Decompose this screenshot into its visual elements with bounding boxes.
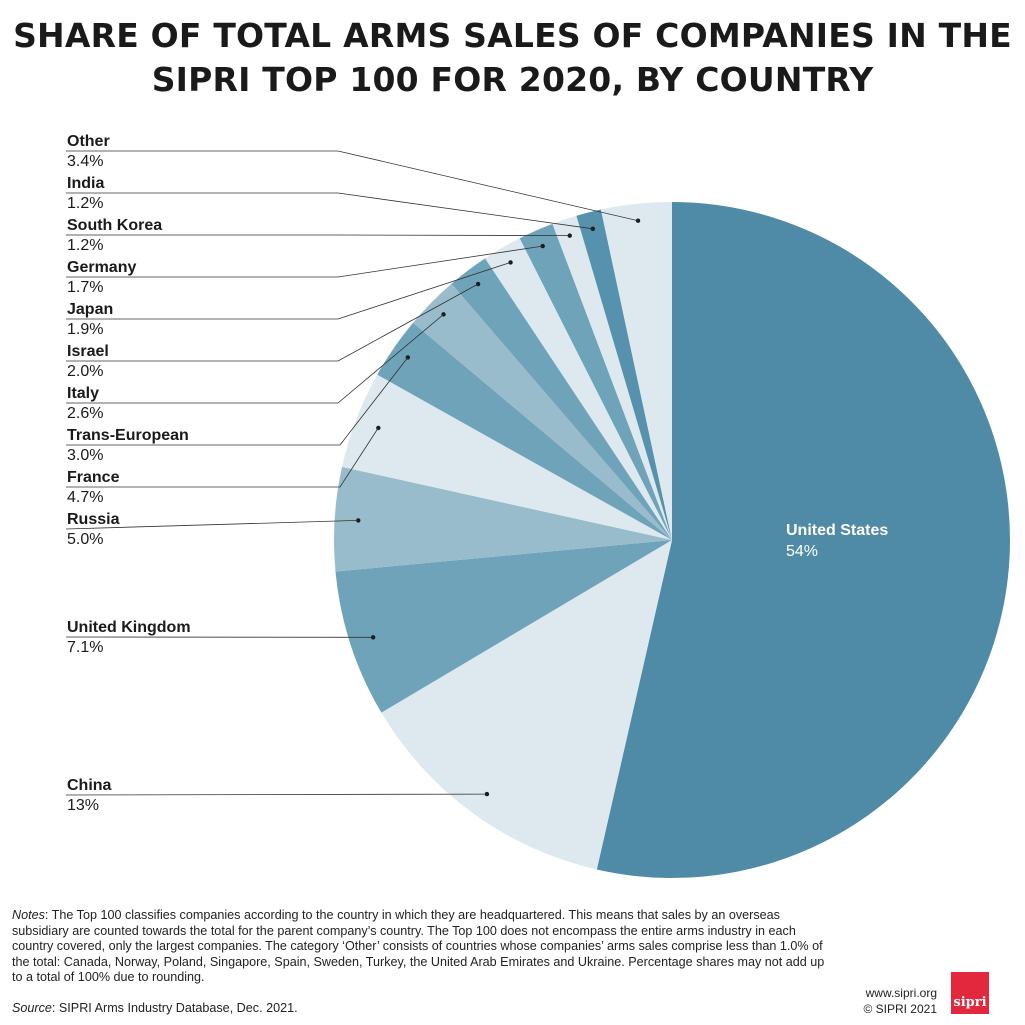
leader-line-israel xyxy=(66,283,479,362)
slice-label-united-states: United States xyxy=(786,522,888,539)
notes-label: Notes xyxy=(12,908,45,922)
chart-source: Source: SIPRI Arms Industry Database, De… xyxy=(12,1001,298,1015)
pie-slice-south-korea xyxy=(552,215,672,541)
leader-dot-south-korea xyxy=(567,233,572,238)
slice-label-china: China xyxy=(67,777,112,794)
pie-slice-india xyxy=(576,209,672,540)
pie-slice-japan xyxy=(485,238,672,540)
slice-value-united-kingdom: 7.1% xyxy=(67,639,103,656)
pie-slice-italy xyxy=(413,283,672,540)
leader-line-trans-european xyxy=(66,357,409,446)
leader-dot-china xyxy=(484,791,490,797)
pie-slice-russia xyxy=(334,466,672,572)
slice-label-israel: Israel xyxy=(67,343,109,360)
chart-notes: Notes: The Top 100 classifies companies … xyxy=(12,908,832,986)
source-text: : SIPRI Arms Industry Database, Dec. 202… xyxy=(51,1001,298,1015)
leader-dot-united-kingdom xyxy=(370,635,376,640)
chart-title: SHARE OF TOTAL ARMS SALES OF COMPANIES I… xyxy=(0,14,1025,102)
pie-slice-china xyxy=(381,540,672,870)
copyright-text: © SIPRI 2021 xyxy=(863,1002,937,1016)
pie-slice-trans-european xyxy=(377,322,672,540)
slice-label-trans-european: Trans-European xyxy=(67,427,189,444)
leader-line-japan xyxy=(66,262,511,320)
slice-value-italy: 2.6% xyxy=(67,405,103,422)
pie-slice-israel xyxy=(451,258,672,540)
slice-value-russia: 5.0% xyxy=(67,531,103,548)
chart-title-line-1: SHARE OF TOTAL ARMS SALES OF COMPANIES I… xyxy=(13,16,1012,55)
leader-line-india xyxy=(66,192,593,230)
sipri-logo: sipri xyxy=(951,972,989,1014)
leader-line-china xyxy=(65,793,487,796)
pie-slices xyxy=(334,202,1010,878)
slice-value-china: 13% xyxy=(67,797,99,814)
slice-label-united-kingdom: United Kingdom xyxy=(67,619,191,636)
leader-line-italy xyxy=(66,314,444,404)
slice-label-india: India xyxy=(67,175,104,192)
slice-label-germany: Germany xyxy=(67,259,136,276)
chart-title-line-2: SIPRI TOP 100 FOR 2020, BY COUNTRY xyxy=(151,60,874,99)
slice-value-japan: 1.9% xyxy=(67,321,103,338)
slice-value-trans-european: 3.0% xyxy=(67,447,103,464)
pie-slice-united-states xyxy=(596,202,1010,878)
leader-line-russia xyxy=(65,520,359,530)
pie-slice-germany xyxy=(519,223,672,540)
notes-text: : The Top 100 classifies companies accor… xyxy=(12,908,825,985)
leader-dot-other xyxy=(635,218,641,223)
credits: www.sipri.org © SIPRI 2021 xyxy=(863,985,937,1017)
leader-line-south-korea xyxy=(66,234,570,237)
slice-value-germany: 1.7% xyxy=(67,279,103,296)
slice-label-russia: Russia xyxy=(67,511,120,528)
leader-line-germany xyxy=(66,245,543,278)
website-link[interactable]: www.sipri.org xyxy=(865,986,937,1000)
pie-slice-france xyxy=(342,374,672,540)
slice-value-france: 4.7% xyxy=(67,489,103,506)
slice-value-other: 3.4% xyxy=(67,153,103,170)
slice-value-israel: 2.0% xyxy=(67,363,103,380)
leader-line-france xyxy=(66,427,379,488)
slice-value-united-states: 54% xyxy=(786,543,818,560)
slice-value-india: 1.2% xyxy=(67,195,103,212)
source-label: Source xyxy=(12,1001,52,1015)
leader-dot-france xyxy=(376,425,381,431)
pie-slice-united-kingdom xyxy=(335,540,672,713)
leader-lines xyxy=(65,150,641,797)
slice-label-france: France xyxy=(67,469,120,486)
slice-labels: United States 54% China 13% United Kingdom 7.… xyxy=(67,133,888,814)
leader-line-other xyxy=(66,150,639,222)
slice-label-other: Other xyxy=(67,133,110,150)
slice-label-south-korea: South Korea xyxy=(67,217,162,234)
pie-slice-other xyxy=(600,202,672,540)
slice-value-south-korea: 1.2% xyxy=(67,237,103,254)
slice-label-japan: Japan xyxy=(67,301,113,318)
slice-label-italy: Italy xyxy=(67,385,99,402)
